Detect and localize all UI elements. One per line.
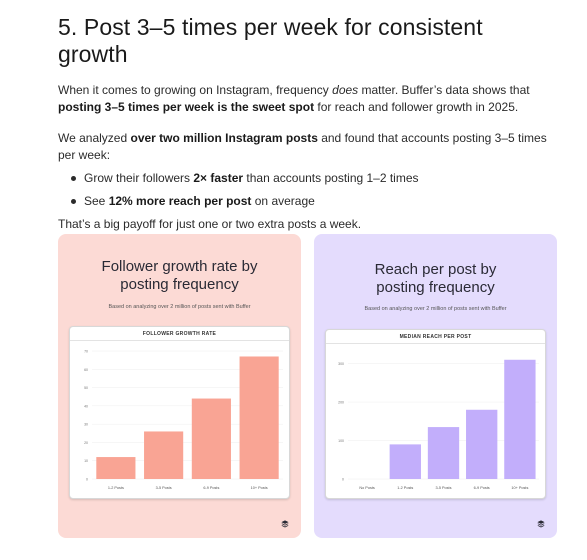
y-tick-label: 50 <box>84 386 88 390</box>
bullet-highlight: 12% more reach per post <box>108 194 252 208</box>
y-tick-label: 0 <box>86 478 88 482</box>
y-tick-label: 60 <box>84 368 88 372</box>
intro-text-a: When it comes to growing on Instagram, f… <box>58 83 333 97</box>
buffer-logo-icon <box>537 520 545 528</box>
analysis-text-c: and found that accounts posting 3–5 time… <box>58 131 547 162</box>
bar <box>389 444 421 479</box>
bar <box>191 398 231 479</box>
y-tick-label: 300 <box>338 362 344 366</box>
card-title: Follower growth rate by posting frequenc… <box>58 258 301 294</box>
y-tick-label: 0 <box>342 478 344 482</box>
y-tick-label: 20 <box>84 441 88 445</box>
card-title-line: Reach per post by <box>374 261 497 278</box>
follower-growth-card: Follower growth rate by posting frequenc… <box>58 234 301 538</box>
x-tick-label: 3-5 Posts <box>156 486 172 490</box>
y-tick-label: 200 <box>338 401 344 405</box>
y-tick-label: 70 <box>84 350 88 354</box>
reach-per-post-chart: MEDIAN REACH PER POST 0 100 200 300 No Posts… <box>325 329 546 499</box>
x-tick-label: 10+ Posts <box>511 486 528 490</box>
bar <box>504 359 536 479</box>
y-tick-label: 10 <box>84 459 88 463</box>
tagline: That’s a big payoff for just one or two … <box>58 217 362 231</box>
bullet-text: than accounts posting 1–2 times <box>243 171 419 185</box>
bar <box>466 409 498 479</box>
analysis-paragraph: We analyzed over two million Instagram p… <box>58 130 558 164</box>
card-subtitle: Based on analyzing over 2 million of pos… <box>364 306 507 312</box>
bullet-text: See <box>84 194 109 208</box>
intro-highlight: posting 3–5 times per week is the sweet … <box>58 100 315 114</box>
analysis-text-a: We analyzed <box>58 131 131 145</box>
bullet-text: Grow their followers <box>84 171 194 185</box>
follower-growth-bars: 0 10 20 30 40 50 60 70 1-2 Posts 3-5 Posts 6-9 Pos… <box>84 350 283 490</box>
section-heading: 5. Post 3–5 times per week for consisten… <box>58 14 483 67</box>
chart-header: FOLLOWER GROWTH RATE <box>70 327 289 341</box>
x-tick-label: 1-2 Posts <box>108 486 124 490</box>
list-item: See 12% more reach per post on average <box>68 193 558 210</box>
bullet-text: on average <box>251 194 315 208</box>
intro-emphasis: does <box>332 83 359 97</box>
card-title: Reach per post by posting frequency <box>314 261 557 297</box>
x-tick-label: 6-9 Posts <box>203 486 219 490</box>
x-tick-label: 6-9 Posts <box>474 486 490 490</box>
intro-text-e: for reach and follower growth in 2025. <box>314 100 519 114</box>
bar <box>239 356 279 479</box>
bar <box>96 457 136 479</box>
reach-per-post-card: Reach per post by posting frequency Base… <box>314 234 557 538</box>
x-tick-label: 3-5 Posts <box>435 486 451 490</box>
list-item: Grow their followers 2× faster than acco… <box>68 170 558 187</box>
follower-growth-chart: FOLLOWER GROWTH RATE 0 10 20 30 40 50 60 70 1-2 … <box>69 326 290 499</box>
intro-text-c: matter. Buffer’s data shows that <box>358 83 530 97</box>
card-subtitle: Based on analyzing over 2 million of pos… <box>108 304 251 310</box>
card-title-line: posting frequency <box>376 279 495 296</box>
article-body: 5. Post 3–5 times per week for consisten… <box>58 14 558 233</box>
y-tick-label: 30 <box>84 423 88 427</box>
card-title-line: posting frequency <box>120 276 239 293</box>
y-tick-label: 40 <box>84 404 88 408</box>
y-tick-label: 100 <box>338 439 344 443</box>
x-tick-label: 10+ Posts <box>251 486 268 490</box>
bar <box>144 431 184 479</box>
findings-list: Grow their followers 2× faster than acco… <box>58 170 558 210</box>
bullet-highlight: 2× faster <box>193 171 244 185</box>
x-tick-label: 1-2 Posts <box>397 486 413 490</box>
bar <box>427 427 460 479</box>
chart-header: MEDIAN REACH PER POST <box>326 330 545 344</box>
intro-paragraph: When it comes to growing on Instagram, f… <box>58 82 558 116</box>
card-title-line: Follower growth rate by <box>101 258 258 275</box>
x-tick-label: No Posts <box>359 486 375 490</box>
analysis-highlight: over two million Instagram posts <box>130 131 318 145</box>
reach-per-post-bars: 0 100 200 300 No Posts 1-2 Posts 3-5 Posts 6-9 … <box>338 359 539 490</box>
buffer-logo-icon <box>281 520 289 528</box>
